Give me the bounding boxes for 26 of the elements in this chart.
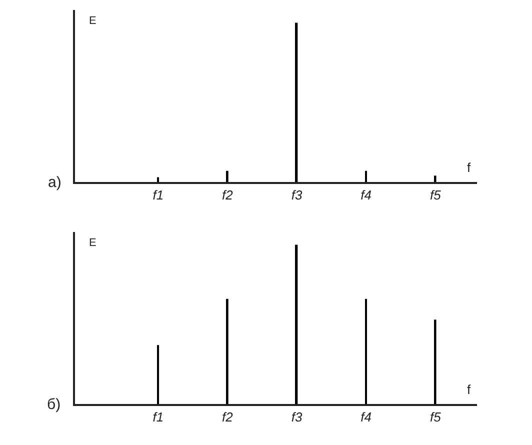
x-tick-label: f2 xyxy=(222,410,234,425)
bar xyxy=(365,170,367,182)
y-axis-title: E xyxy=(89,237,96,249)
bar xyxy=(157,177,160,182)
x-tick-label: f4 xyxy=(360,410,372,425)
bar xyxy=(157,345,160,404)
x-tick-label: f1 xyxy=(152,188,164,203)
x-axis-title: f xyxy=(467,382,471,397)
x-tick-label: f1 xyxy=(152,410,164,425)
x-tick-label: f3 xyxy=(291,188,303,203)
text: а) xyxy=(48,174,62,191)
text: б) xyxy=(47,396,61,413)
bar xyxy=(434,176,436,182)
x-tick-label: f3 xyxy=(291,410,303,425)
bar xyxy=(434,320,436,404)
y-axis-title: E xyxy=(89,15,96,27)
bar xyxy=(365,298,367,404)
x-tick-label: f4 xyxy=(360,188,372,203)
x-tick-label: f5 xyxy=(430,188,442,203)
bar xyxy=(295,22,298,182)
bar xyxy=(295,244,298,404)
x-tick-label: f5 xyxy=(430,410,442,425)
x-axis-title: f xyxy=(467,160,471,175)
bar xyxy=(226,298,228,404)
x-tick-label: f2 xyxy=(222,188,234,203)
bar xyxy=(226,170,228,182)
